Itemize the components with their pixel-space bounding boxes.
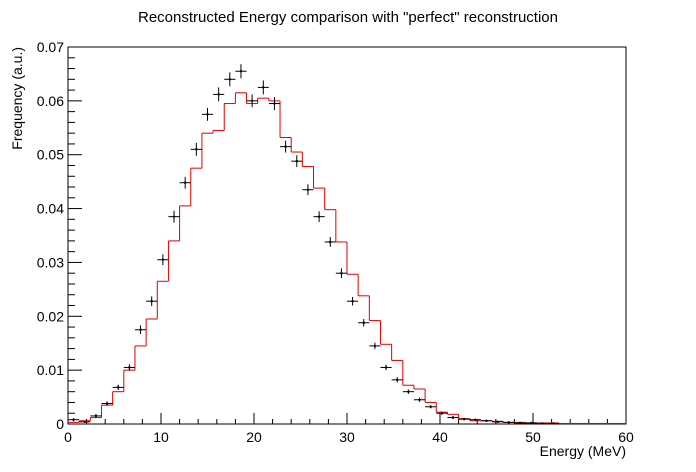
data-point <box>262 86 265 89</box>
chart-title: Reconstructed Energy comparison with "pe… <box>138 9 558 26</box>
data-point <box>217 93 220 96</box>
data-point <box>295 159 298 163</box>
x-tick-label: 10 <box>153 429 169 445</box>
data-point <box>340 272 343 275</box>
x-tick-label: 60 <box>618 429 634 445</box>
data-point <box>351 300 354 303</box>
data-point <box>83 420 86 424</box>
plot-frame <box>67 46 627 425</box>
data-point <box>195 148 198 151</box>
y-tick-label: 0.06 <box>37 93 64 109</box>
data-point <box>429 405 432 408</box>
data-point <box>384 366 388 369</box>
x-tick-label: 0 <box>64 429 72 445</box>
data-point <box>451 416 455 419</box>
data-point <box>306 188 310 191</box>
y-tick-label: 0.02 <box>37 308 64 324</box>
data-point <box>485 419 488 422</box>
y-tick-label: 0.07 <box>37 39 64 55</box>
data-point <box>139 328 142 331</box>
data-point <box>407 390 410 393</box>
data-point <box>284 145 287 148</box>
data-point <box>206 113 209 116</box>
data-point <box>462 417 466 421</box>
y-tick-label: 0 <box>56 416 64 432</box>
x-tick-label: 50 <box>525 429 541 445</box>
data-point <box>552 422 555 425</box>
x-tick-label: 30 <box>339 429 355 445</box>
data-point <box>362 321 365 324</box>
data-point <box>239 70 243 73</box>
data-point <box>94 414 98 418</box>
histogram-layer <box>68 92 626 424</box>
data-point <box>329 240 332 244</box>
data-point <box>250 99 254 103</box>
data-point <box>440 412 444 415</box>
data-point <box>317 215 321 218</box>
x-tick-label: 20 <box>246 429 262 445</box>
data-point <box>541 422 544 425</box>
data-point <box>161 258 165 261</box>
y-tick-label: 0.03 <box>37 254 64 270</box>
data-point <box>172 215 176 218</box>
y-axis-label: Frequency (a.u.) <box>9 47 25 150</box>
data-point <box>150 300 153 303</box>
x-axis-label: Energy (MeV) <box>540 443 626 459</box>
ticks-layer: 0 10 20 30 40 50 60 0 0.01 0.02 0.03 0.04 0.05 0.06 0.… <box>37 39 634 445</box>
data-point <box>474 418 477 421</box>
data-point <box>228 78 232 81</box>
data-point <box>373 344 377 348</box>
points-layer <box>68 64 560 425</box>
data-point <box>396 378 399 382</box>
x-tick-label: 40 <box>432 429 448 445</box>
y-tick-label: 0.04 <box>37 201 64 217</box>
data-point <box>117 386 120 389</box>
data-point <box>529 421 533 425</box>
y-tick-label: 0.05 <box>37 147 64 163</box>
data-point <box>507 421 511 424</box>
data-point <box>496 420 499 424</box>
data-point <box>105 402 109 405</box>
data-point <box>72 418 75 421</box>
data-point <box>518 421 522 425</box>
data-point <box>128 366 131 369</box>
data-point <box>418 398 421 401</box>
y-tick-label: 0.01 <box>37 362 64 378</box>
data-point <box>273 102 276 105</box>
data-point <box>183 181 187 184</box>
